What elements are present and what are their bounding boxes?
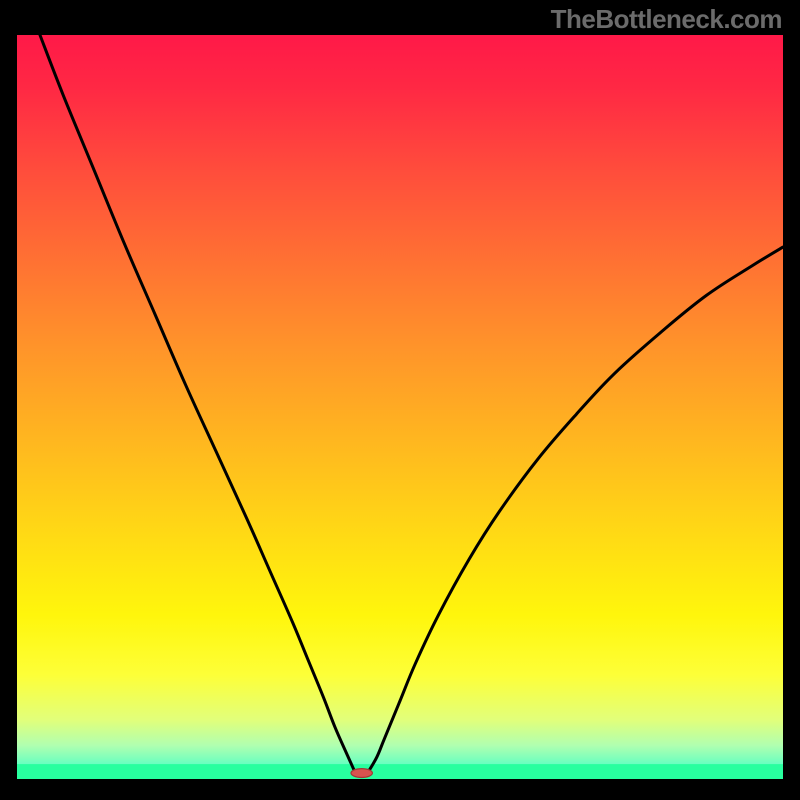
chart-root: TheBottleneck.com [0, 0, 800, 800]
optimal-zone-band [17, 764, 783, 779]
optimal-marker [351, 769, 372, 778]
plot-area [17, 35, 783, 779]
bottleneck-chart [0, 0, 800, 800]
watermark-text: TheBottleneck.com [551, 4, 782, 35]
